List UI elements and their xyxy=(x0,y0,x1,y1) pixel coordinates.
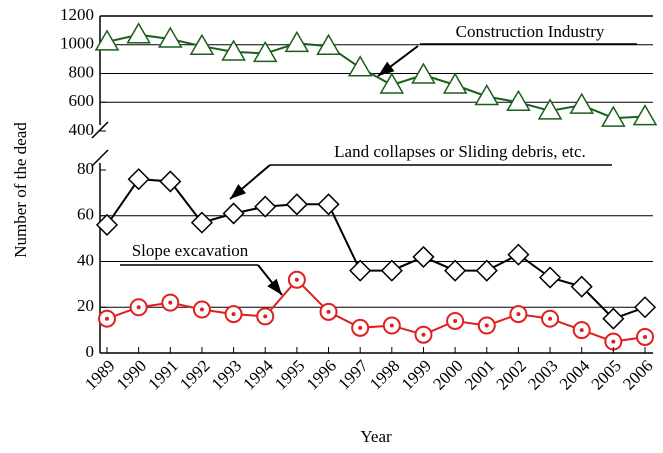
marker xyxy=(444,259,467,282)
marker-dot xyxy=(421,332,426,337)
marker xyxy=(285,193,308,216)
marker-dot xyxy=(105,316,109,321)
x-tick-label: 2005 xyxy=(587,356,624,393)
marker xyxy=(347,55,373,77)
marker xyxy=(189,33,215,55)
marker xyxy=(379,72,405,94)
y-tick-label: 40 xyxy=(77,250,94,269)
marker xyxy=(633,296,657,319)
marker xyxy=(95,213,119,236)
x-tick-label: 1992 xyxy=(176,356,213,393)
marker xyxy=(475,259,498,282)
x-tick-label: 1996 xyxy=(303,356,340,393)
y-tick-label: 1200 xyxy=(60,5,94,24)
axis-break xyxy=(91,121,109,139)
y-tick-label: 800 xyxy=(69,62,95,81)
marker xyxy=(94,29,120,51)
marker-dot xyxy=(136,305,141,310)
marker xyxy=(412,245,435,268)
marker xyxy=(602,307,625,330)
marker-dot xyxy=(294,277,299,282)
y-tick-label: 400 xyxy=(69,120,95,139)
x-tick-label: 1991 xyxy=(144,356,181,393)
marker xyxy=(380,259,403,282)
marker xyxy=(411,62,436,84)
series-line xyxy=(106,33,646,120)
x-tick-label: 2000 xyxy=(429,356,466,393)
marker xyxy=(507,243,530,266)
marker-dot xyxy=(643,334,647,339)
arrow-head xyxy=(378,61,395,76)
x-tick-label: 1997 xyxy=(334,356,372,394)
marker xyxy=(570,275,593,298)
marker xyxy=(127,168,150,191)
x-tick-label: 1993 xyxy=(208,356,245,393)
y-tick-label: 1000 xyxy=(60,34,94,53)
annotation-label: Land collapses or Sliding debris, etc. xyxy=(334,142,586,161)
marker xyxy=(284,30,310,53)
marker xyxy=(159,170,182,193)
x-tick-label: 1999 xyxy=(398,356,435,393)
marker xyxy=(157,26,183,48)
marker-dot xyxy=(389,323,394,328)
y-tick-label: 60 xyxy=(77,205,94,224)
marker xyxy=(221,39,246,61)
marker-dot xyxy=(453,318,458,323)
x-axis-label: Year xyxy=(360,427,392,446)
x-tick-label: 2003 xyxy=(524,356,561,393)
marker xyxy=(506,89,531,111)
marker-dot xyxy=(231,312,236,317)
marker xyxy=(222,202,245,225)
marker xyxy=(349,259,372,282)
marker xyxy=(190,211,214,234)
marker-dot xyxy=(611,339,616,344)
x-tick-label: 2004 xyxy=(556,356,594,394)
x-tick-label: 1995 xyxy=(271,356,308,393)
marker-dot xyxy=(168,300,173,305)
x-tick-label: 1998 xyxy=(366,356,403,393)
marker-dot xyxy=(199,307,204,312)
marker-dot xyxy=(548,316,553,321)
annotation-label: Slope excavation xyxy=(132,241,249,260)
marker xyxy=(601,105,626,127)
marker xyxy=(632,104,658,126)
marker-dot xyxy=(358,325,363,330)
x-tick-label: 1990 xyxy=(113,356,150,393)
marker-dot xyxy=(263,314,268,319)
x-tick-label: 2006 xyxy=(619,356,656,393)
axis-break xyxy=(91,149,109,167)
x-tick-label: 2002 xyxy=(493,356,530,393)
marker-dot xyxy=(326,309,331,314)
y-tick-label: 600 xyxy=(69,91,95,110)
annotation-label: Construction Industry xyxy=(456,22,605,41)
x-tick-label: 2001 xyxy=(461,356,498,393)
marker xyxy=(537,98,563,120)
marker xyxy=(254,195,277,218)
x-tick-label: 1989 xyxy=(81,356,118,393)
marker xyxy=(317,193,340,216)
arrow-head xyxy=(230,184,247,199)
marker xyxy=(474,84,500,106)
marker xyxy=(252,40,278,63)
marker-dot xyxy=(579,328,584,333)
marker-dot xyxy=(484,323,489,328)
marker xyxy=(538,266,562,289)
marker-dot xyxy=(516,312,521,317)
y-tick-label: 20 xyxy=(77,296,94,315)
series-line xyxy=(106,278,646,343)
y-tick-label: 80 xyxy=(77,159,94,178)
marker xyxy=(126,22,151,44)
y-axis-label: Number of the dead xyxy=(11,122,30,258)
marker xyxy=(316,33,341,55)
y-tick-label: 0 xyxy=(86,342,95,361)
marker xyxy=(442,72,468,94)
arrow-head xyxy=(267,278,282,295)
marker xyxy=(569,92,595,114)
x-tick-label: 1994 xyxy=(239,356,277,394)
